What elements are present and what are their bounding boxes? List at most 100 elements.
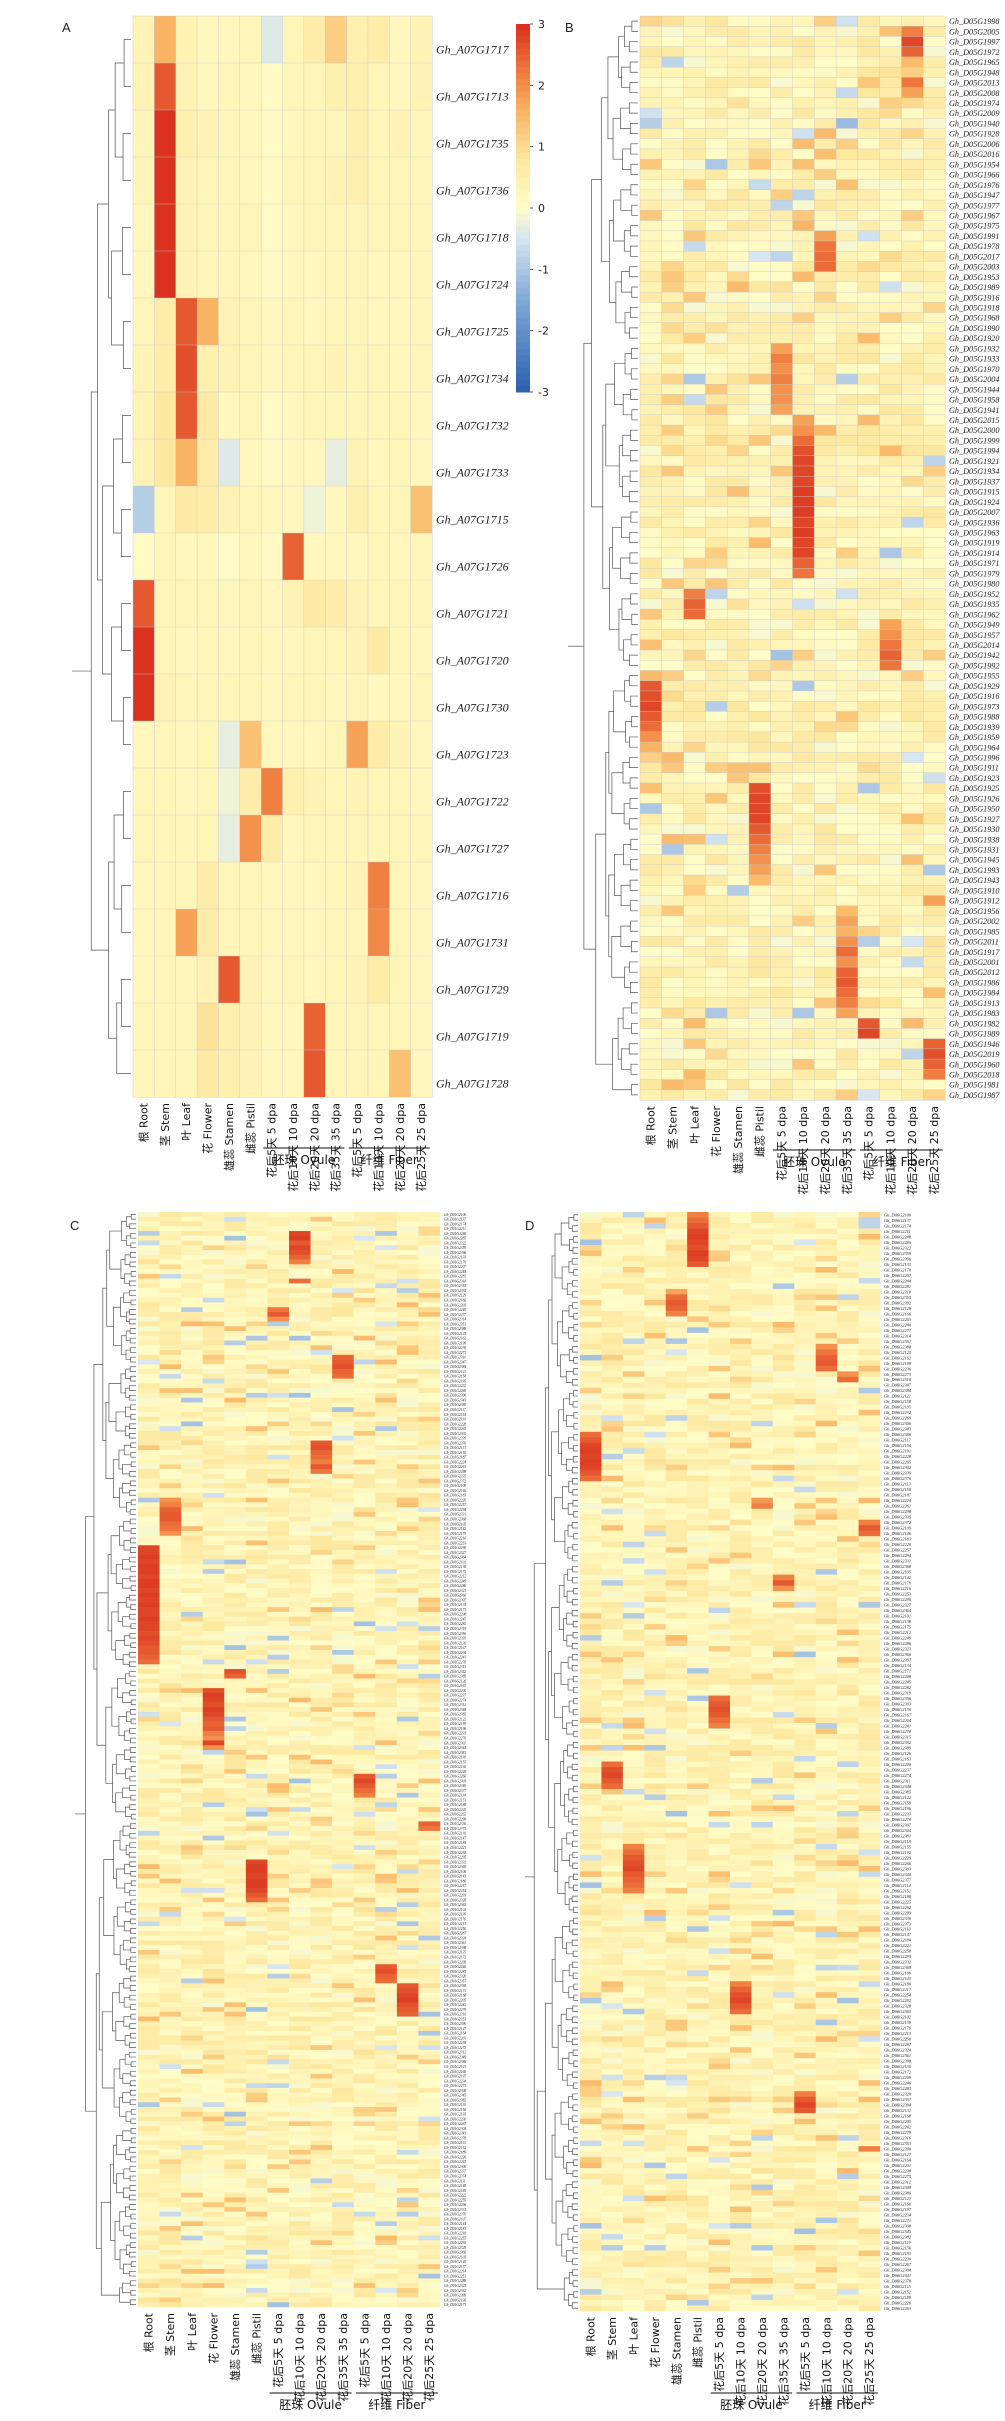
dendrogram-branch — [613, 199, 625, 242]
heatmap-cell — [661, 36, 685, 48]
heatmap-cell — [857, 251, 881, 262]
heatmap-cell — [289, 2073, 311, 2079]
heatmap-cell — [310, 1778, 333, 1784]
x-tick-label: 花后5天 5 dpa — [266, 1103, 279, 1178]
heatmap-cell — [410, 720, 433, 769]
heatmap-cell — [159, 1964, 182, 1970]
heatmap-cell — [289, 1240, 311, 1246]
heatmap-cell — [396, 1597, 419, 1603]
heatmap-cell — [375, 1949, 398, 1955]
heatmap-cell — [159, 1302, 182, 1308]
heatmap-cell — [770, 97, 794, 109]
row-label: Gh_D01G2249 — [444, 1579, 466, 1583]
heatmap-cell — [181, 1968, 204, 1975]
heatmap-cell — [418, 1968, 441, 1975]
heatmap-cell — [748, 721, 772, 733]
heatmap-cell — [879, 721, 902, 733]
heatmap-cell — [792, 281, 815, 293]
x-tick-label: 根 Root — [644, 1105, 658, 1145]
heatmap-cell — [267, 1692, 290, 1698]
heatmap-cell — [138, 2030, 160, 2036]
heatmap-cell — [726, 97, 750, 109]
heatmap-cell — [639, 394, 663, 406]
heatmap-cell — [224, 1897, 247, 1903]
heatmap-cell — [835, 619, 859, 631]
heatmap-cell — [132, 720, 155, 769]
heatmap-cell — [202, 2035, 225, 2041]
heatmap-cell — [353, 1773, 376, 1779]
heatmap-cell — [202, 1659, 225, 1665]
heatmap-cell — [224, 1650, 247, 1656]
heatmap-cell — [639, 966, 663, 978]
heatmap-cell — [835, 680, 859, 692]
heatmap-cell — [224, 1678, 247, 1684]
heatmap-cell — [196, 203, 219, 252]
heatmap-cell — [367, 15, 390, 64]
heatmap-cell — [260, 532, 283, 581]
row-label: Gh_D05G1989 — [949, 1030, 1000, 1039]
heatmap-cell — [245, 1454, 268, 1460]
heatmap-cell — [245, 1692, 268, 1698]
heatmap-cell — [418, 1797, 441, 1803]
heatmap-cell — [332, 1459, 355, 1465]
heatmap-cell — [310, 1511, 333, 1517]
heatmap-cell — [202, 1588, 225, 1594]
heatmap-cell — [181, 1307, 204, 1313]
heatmap-cell — [418, 1264, 441, 1270]
heatmap-cell — [923, 527, 946, 539]
heatmap-cell — [375, 1311, 398, 1318]
heatmap-cell — [661, 465, 685, 477]
heatmap-cell — [923, 639, 946, 651]
heatmap-cell — [353, 1945, 376, 1951]
heatmap-cell — [923, 373, 946, 385]
row-label: Gh_D05G1962 — [949, 610, 1000, 619]
heatmap-cell — [353, 1402, 376, 1408]
heatmap-cell — [770, 118, 794, 129]
heatmap-cell — [726, 946, 750, 958]
heatmap-cell — [923, 690, 946, 702]
heatmap-cell — [310, 1811, 333, 1817]
x-tick-label: 花后10天 10 dpa — [287, 1103, 300, 1192]
heatmap-cell — [224, 1892, 247, 1898]
heatmap-cell — [857, 844, 881, 856]
row-label: Gh_D01G2232 — [444, 1384, 466, 1388]
heatmap-cell — [418, 2030, 441, 2036]
heatmap-cell — [375, 1516, 398, 1522]
heatmap-cell — [332, 1388, 355, 1394]
heatmap-cell — [705, 557, 728, 569]
heatmap-cell — [245, 1811, 268, 1817]
heatmap-cell — [418, 1331, 441, 1337]
heatmap-cell — [396, 1359, 419, 1365]
heatmap-cell — [289, 1421, 311, 1427]
heatmap-cell — [375, 1278, 398, 1284]
heatmap-cell — [375, 1749, 398, 1756]
heatmap-cell — [289, 1392, 311, 1398]
heatmap-cell — [138, 1745, 160, 1751]
heatmap-cell — [835, 997, 859, 1009]
heatmap-cell — [705, 15, 728, 27]
heatmap-cell — [202, 1954, 225, 1960]
heatmap-cell — [310, 1783, 333, 1789]
heatmap-cell — [792, 220, 815, 232]
heatmap-cell — [267, 1354, 290, 1360]
heatmap-cell — [267, 1592, 290, 1598]
heatmap-cell — [396, 2116, 419, 2122]
heatmap-cell — [367, 203, 390, 252]
heatmap-cell — [770, 404, 794, 416]
heatmap-cell — [683, 854, 706, 866]
heatmap-cell — [245, 1521, 268, 1527]
heatmap-cell — [196, 908, 219, 957]
row-label: Gh_D05G1952 — [949, 590, 1000, 599]
heatmap-cell — [310, 1640, 333, 1646]
heatmap-cell — [879, 220, 902, 232]
row-label: Gh_D01G2131 — [444, 1989, 466, 1993]
heatmap-cell — [814, 322, 837, 334]
heatmap-cell — [835, 639, 859, 651]
heatmap-cell — [857, 455, 881, 467]
heatmap-cell — [332, 2097, 355, 2103]
heatmap-cell — [245, 1316, 268, 1322]
heatmap-cell — [726, 169, 750, 181]
heatmap-cell — [661, 128, 685, 140]
heatmap-cell — [353, 2102, 376, 2108]
heatmap-cell — [267, 2059, 290, 2065]
